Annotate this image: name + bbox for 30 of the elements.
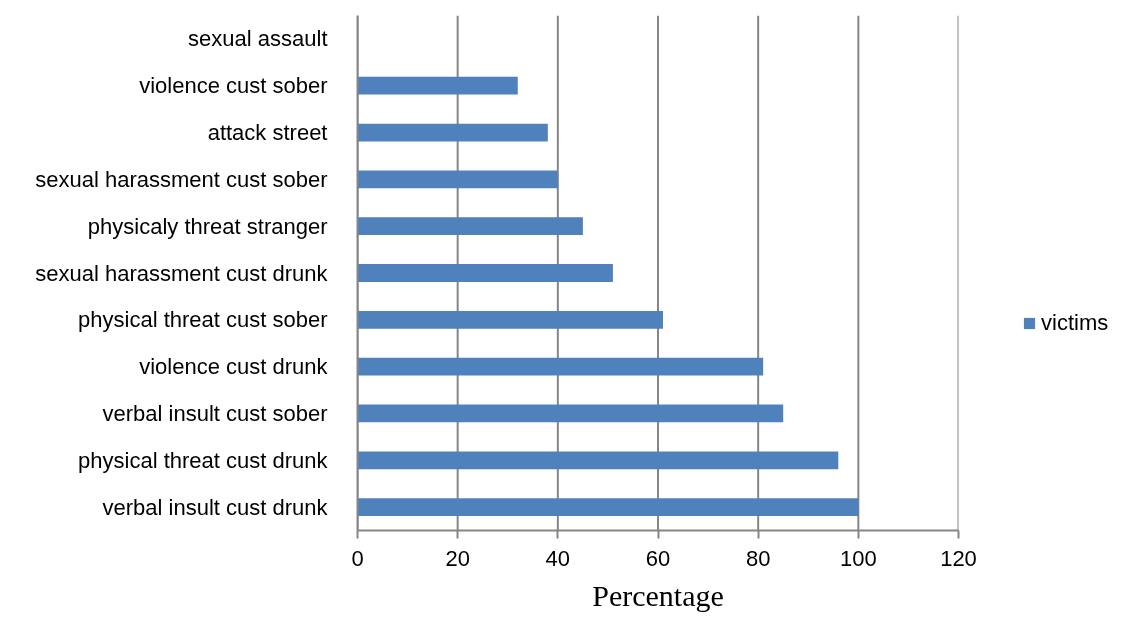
legend-label: victims bbox=[1041, 310, 1109, 336]
y-tick-label: sexual harassment cust sober bbox=[35, 166, 328, 192]
bar bbox=[357, 451, 839, 470]
y-tick-label: violence cust sober bbox=[139, 73, 328, 99]
x-tick-label: 40 bbox=[545, 545, 571, 571]
bar bbox=[357, 264, 613, 282]
y-tick-label: physical threat cust drunk bbox=[78, 447, 329, 473]
bar bbox=[357, 310, 664, 329]
x-tick-label: 60 bbox=[645, 545, 671, 571]
bar bbox=[357, 170, 558, 189]
x-axis-title: Percentage bbox=[592, 578, 724, 612]
x-tick-label: 20 bbox=[445, 545, 470, 571]
bar bbox=[357, 217, 583, 236]
bar bbox=[357, 357, 764, 376]
x-tick-label: 120 bbox=[940, 545, 977, 571]
bar bbox=[357, 123, 548, 142]
x-tick-label: 80 bbox=[745, 545, 771, 571]
y-tick-label: sexual harassment cust drunk bbox=[35, 260, 329, 286]
y-tick-label: verbal insult cust sober bbox=[102, 400, 328, 426]
x-tick-label: 0 bbox=[351, 545, 364, 571]
y-tick-label: physicaly threat stranger bbox=[87, 213, 328, 239]
bar bbox=[357, 404, 784, 423]
y-tick-label: violence cust drunk bbox=[139, 354, 329, 380]
x-tick-label: 100 bbox=[839, 545, 877, 571]
y-tick-label: sexual assault bbox=[188, 26, 328, 52]
y-tick-label: attack street bbox=[207, 120, 328, 146]
bar bbox=[357, 76, 518, 95]
y-tick-label: verbal insult cust drunk bbox=[102, 494, 329, 520]
bar bbox=[357, 498, 859, 516]
y-tick-label: physical threat cust sober bbox=[78, 307, 328, 333]
